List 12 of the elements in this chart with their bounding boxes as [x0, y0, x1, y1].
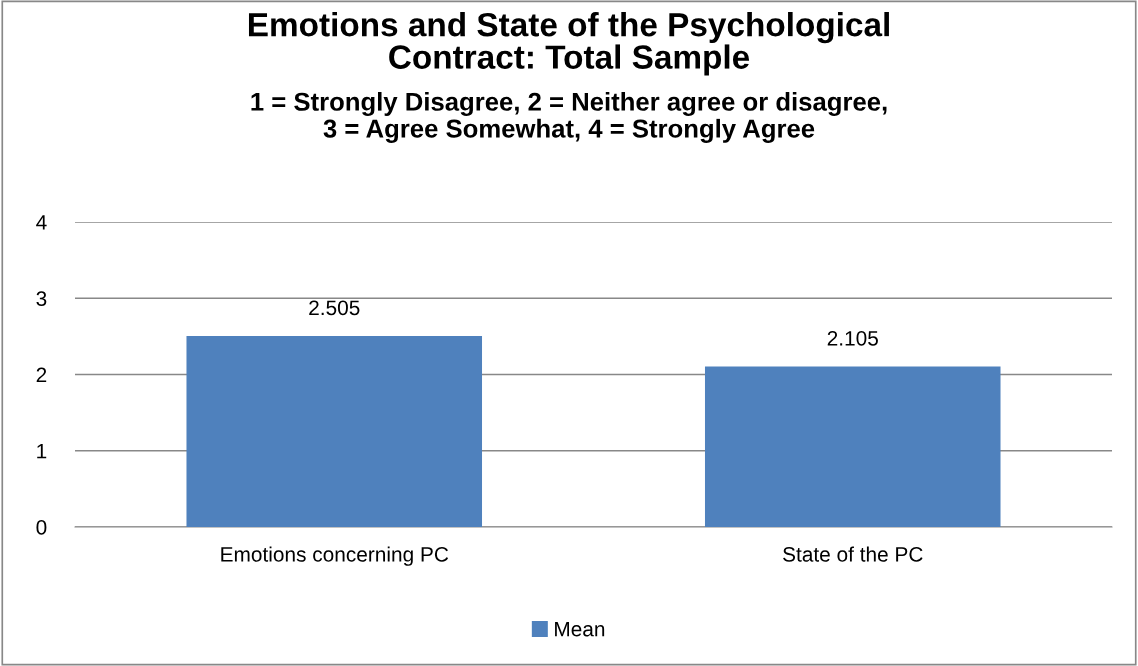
y-tick-label: 3: [36, 291, 47, 306]
x-tick-label: Emotions concerning PC: [221, 546, 449, 566]
y-tick-label: 4: [36, 215, 47, 230]
chart-title: Emotions and State of the Psychological Contract: Total Sample: [248, 12, 889, 76]
data-label: 2.505: [309, 300, 360, 316]
y-tick-label: 1: [37, 443, 47, 459]
legend-label: Mean: [555, 621, 605, 637]
chart-subtitle: 1 = Strongly Disagree, 2 = Neither agree or disagree, 3 = Agree Somewhat, 4 = Strongly Agree: [251, 92, 887, 143]
data-label: 2.105: [827, 330, 878, 346]
x-tick-label: State of the PC: [783, 546, 923, 562]
y-tick-label: 2: [36, 367, 47, 383]
y-tick-label: 0: [36, 520, 47, 535]
